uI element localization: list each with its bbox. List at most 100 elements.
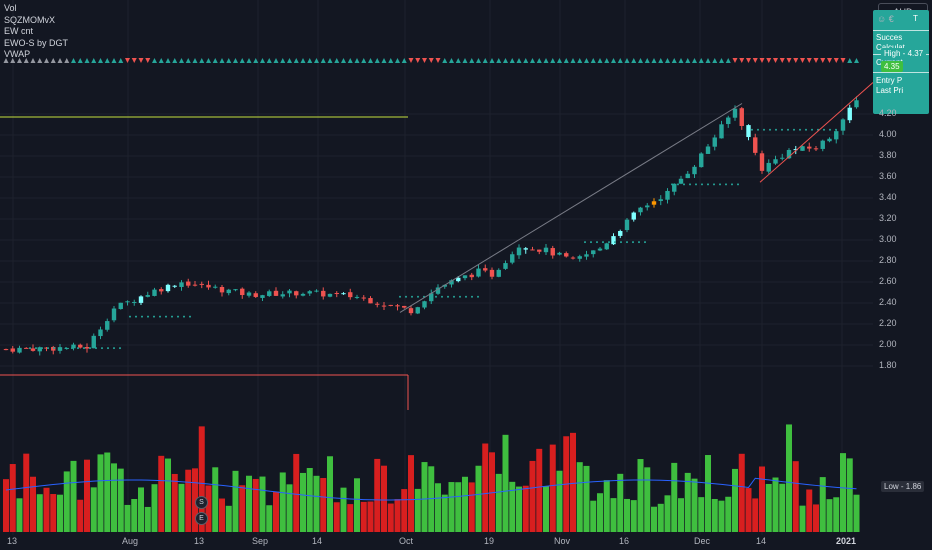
squeeze-marker <box>368 58 373 63</box>
squeeze-marker <box>179 58 184 63</box>
squeeze-marker <box>496 58 502 63</box>
candle-body <box>638 207 643 213</box>
volume-bar <box>151 484 158 532</box>
support-dot <box>177 315 179 318</box>
volume-bar <box>259 476 266 532</box>
support-dot <box>41 347 43 350</box>
support-dot <box>763 128 765 131</box>
split-badge[interactable]: S <box>195 496 208 509</box>
squeeze-marker <box>563 58 569 63</box>
volume-bar <box>536 448 543 532</box>
candle-body <box>260 295 265 298</box>
support-dot <box>811 128 813 131</box>
support-dot <box>695 183 697 186</box>
earnings-badge[interactable]: E <box>195 512 208 525</box>
candle-body <box>132 301 137 303</box>
squeeze-marker <box>233 58 238 63</box>
support-dot <box>737 183 739 186</box>
high-price-tag: High - 4.37 <box>881 48 927 59</box>
candle-body <box>91 335 96 349</box>
volume-bar <box>644 467 651 532</box>
squeeze-marker <box>786 58 792 63</box>
volume-bar <box>495 473 502 532</box>
volume-bar <box>590 500 597 532</box>
volume-bar <box>104 452 111 532</box>
squeeze-marker <box>361 58 367 63</box>
squeeze-marker <box>793 58 799 63</box>
candle-body <box>793 149 798 151</box>
squeeze-marker <box>631 58 637 63</box>
candle-body <box>30 348 36 351</box>
volume-bar <box>441 494 448 532</box>
candle-body <box>17 347 22 353</box>
candle-body <box>449 280 454 285</box>
squeeze-marker <box>543 58 549 63</box>
squeeze-marker <box>489 58 495 63</box>
candle-body <box>584 254 589 257</box>
squeeze-marker <box>320 58 326 63</box>
candle-body <box>719 124 724 139</box>
squeeze-marker <box>341 58 346 63</box>
volume-bar <box>765 483 772 532</box>
support-dot <box>453 295 455 298</box>
candle-body <box>834 131 839 140</box>
volume-bar <box>239 485 246 532</box>
squeeze-marker <box>125 58 130 63</box>
legend-vol[interactable]: Vol <box>4 3 17 13</box>
squeeze-marker <box>698 58 704 63</box>
volume-bar <box>16 498 23 532</box>
support-dot <box>465 295 467 298</box>
candle-body <box>179 282 184 287</box>
squeeze-marker <box>442 58 448 63</box>
candle-body <box>105 321 110 330</box>
support-dot <box>638 241 640 244</box>
squeeze-marker <box>172 58 178 63</box>
candle-body <box>597 248 603 251</box>
legend-sqzmom[interactable]: SQZMOMvX <box>4 14 55 25</box>
squeeze-marker <box>280 58 286 63</box>
legend-vwap[interactable]: VWAP <box>4 49 31 59</box>
candle-body <box>78 344 83 348</box>
squeeze-marker <box>813 58 819 63</box>
support-dot <box>153 315 155 318</box>
candle-body <box>483 268 488 271</box>
volume-bar <box>617 473 624 532</box>
support-dot <box>65 347 67 350</box>
candle-body <box>658 199 663 201</box>
candle-body <box>273 290 279 296</box>
price-axis-label: 3.80 <box>879 150 897 160</box>
squeeze-marker <box>37 58 43 63</box>
volume-bar <box>131 498 138 532</box>
panel-row: Entry P <box>876 76 903 85</box>
squeeze-marker <box>509 58 515 63</box>
volume-bar <box>671 462 678 532</box>
candle-body <box>71 344 76 349</box>
panel-row: Succes <box>876 33 903 42</box>
legend-ewo[interactable]: EWO-S by DGT <box>4 37 69 48</box>
squeeze-marker <box>685 58 691 63</box>
candle-body <box>665 190 670 200</box>
candle-body <box>570 257 576 259</box>
volume-bar <box>813 504 819 532</box>
legend-ew-cnt[interactable]: EW cnt <box>4 26 34 36</box>
squeeze-marker <box>273 58 279 63</box>
support-dot <box>471 295 473 298</box>
support-dot <box>671 183 673 186</box>
panel-row: Calculat <box>876 43 905 52</box>
volume-bar <box>50 494 57 532</box>
volume-bar <box>421 462 428 532</box>
support-dot <box>429 295 431 298</box>
squeeze-marker <box>287 58 292 63</box>
candle-body <box>287 290 292 294</box>
price-axis-label: 2.00 <box>879 339 897 349</box>
time-axis-label: 14 <box>756 536 767 546</box>
candle-body <box>442 284 447 287</box>
support-dot <box>113 347 115 350</box>
support-dot <box>775 128 777 131</box>
squeeze-marker <box>212 58 218 63</box>
volume-bar <box>651 506 657 532</box>
candle-body <box>726 117 731 125</box>
volume-bar <box>30 476 36 532</box>
candle-body <box>253 293 258 297</box>
